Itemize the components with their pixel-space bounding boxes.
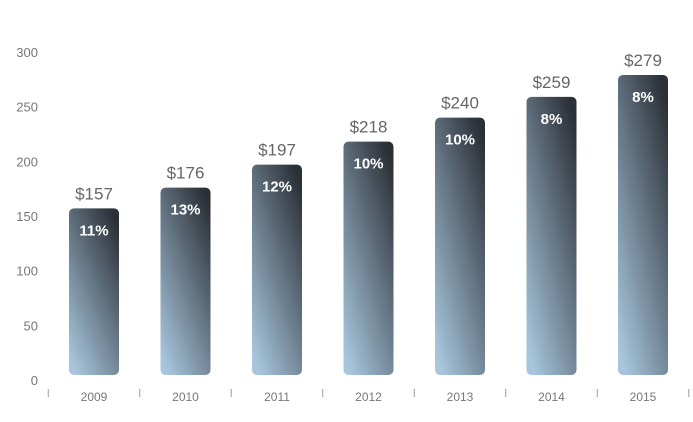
- y-tick-label: 150: [16, 209, 38, 224]
- bar-percent-label: 12%: [262, 179, 292, 196]
- bar-percent-label: 11%: [79, 222, 108, 239]
- x-axis: 2009 2010 2011 2012 2013 2014 2015: [47, 389, 690, 404]
- bar-value-label: $259: [533, 73, 571, 92]
- bar-value-label: $279: [624, 51, 662, 70]
- bar-value-label: $240: [441, 94, 479, 113]
- bar-percent-label: 13%: [170, 202, 200, 219]
- x-tick-label: 2013: [447, 390, 474, 404]
- x-tick-label: 2015: [630, 390, 657, 404]
- bar-percent-label: 10%: [445, 132, 475, 149]
- x-tick-label: 2009: [81, 390, 108, 404]
- bar: [343, 141, 394, 375]
- y-tick-label: 250: [16, 100, 38, 115]
- bar-value-label: $157: [75, 184, 113, 203]
- y-tick-label: 300: [16, 45, 38, 60]
- bar-percent-label: 10%: [353, 156, 383, 173]
- x-tick-label: 2010: [172, 390, 199, 404]
- bar: [618, 74, 668, 376]
- bar-value-label: $218: [350, 118, 388, 137]
- bar-value-label: $176: [167, 164, 205, 183]
- x-tick-label: 2011: [264, 390, 290, 404]
- bar: [160, 187, 211, 375]
- bar: [526, 96, 577, 376]
- bar-percent-label: 8%: [632, 89, 654, 106]
- y-tick-label: 50: [24, 318, 38, 333]
- bar: [435, 117, 485, 375]
- bar-percent-label: 8%: [541, 111, 563, 128]
- bar-value-label: $197: [258, 141, 296, 160]
- y-axis: 0 50 100 150 200 250 300: [16, 45, 38, 388]
- y-tick-label: 200: [16, 154, 38, 169]
- bar: [252, 164, 302, 375]
- x-tick-label: 2014: [538, 390, 565, 404]
- bars: $157 11% $176 13% $197 12% $218 10% $240 10% $259 8…: [69, 51, 668, 376]
- y-tick-label: 0: [31, 373, 38, 388]
- x-tick-label: 2012: [355, 390, 382, 404]
- y-tick-label: 100: [16, 264, 38, 279]
- bar: [69, 208, 119, 375]
